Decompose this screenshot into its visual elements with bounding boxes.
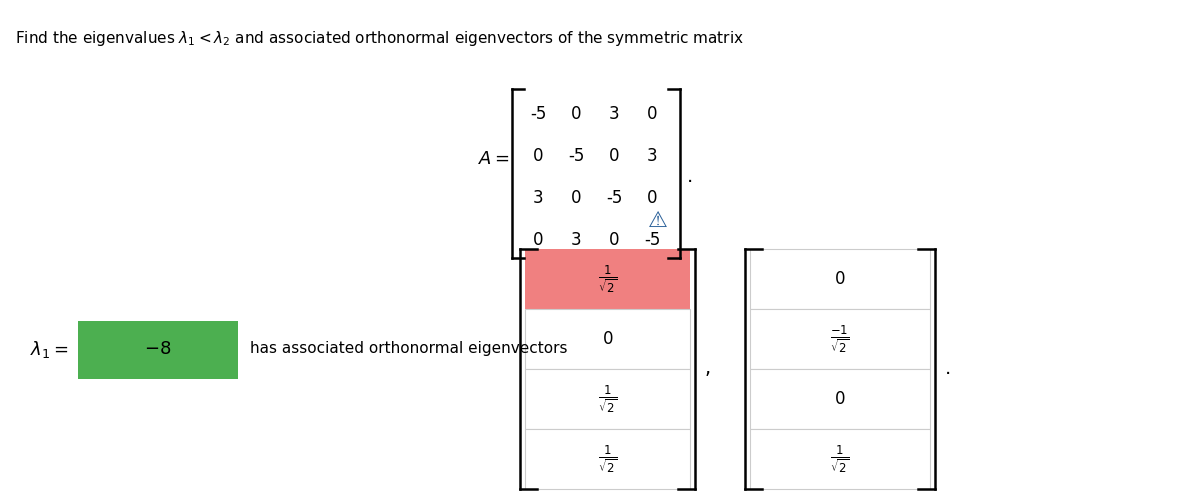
Text: $\lambda_1 =$: $\lambda_1 =$: [30, 339, 68, 359]
Text: $\frac{-1}{\sqrt{2}}$: $\frac{-1}{\sqrt{2}}$: [830, 324, 850, 355]
Text: 0: 0: [571, 105, 581, 123]
Text: 0: 0: [647, 189, 658, 207]
FancyBboxPatch shape: [750, 309, 930, 369]
Text: 3: 3: [571, 231, 581, 249]
Text: .: .: [946, 359, 952, 379]
FancyBboxPatch shape: [78, 321, 238, 379]
Text: $0$: $0$: [834, 390, 846, 408]
FancyBboxPatch shape: [750, 249, 930, 309]
FancyBboxPatch shape: [750, 369, 930, 429]
Text: 3: 3: [647, 147, 658, 165]
FancyBboxPatch shape: [526, 309, 690, 369]
Text: 0: 0: [533, 147, 544, 165]
Text: 3: 3: [608, 105, 619, 123]
Text: $\frac{1}{\sqrt{2}}$: $\frac{1}{\sqrt{2}}$: [598, 444, 617, 475]
Text: 3: 3: [533, 189, 544, 207]
Text: $0$: $0$: [601, 330, 613, 348]
Text: 0: 0: [608, 147, 619, 165]
Text: $-8$: $-8$: [144, 340, 172, 358]
Text: -5: -5: [568, 147, 584, 165]
Text: $\frac{1}{\sqrt{2}}$: $\frac{1}{\sqrt{2}}$: [598, 263, 617, 295]
Text: ⚠: ⚠: [648, 211, 667, 231]
Text: 0: 0: [571, 189, 581, 207]
Text: $A=$: $A=$: [478, 150, 510, 168]
Text: Find the eigenvalues $\lambda_1 < \lambda_2$ and associated orthonormal eigenvec: Find the eigenvalues $\lambda_1 < \lambd…: [14, 29, 744, 48]
FancyBboxPatch shape: [526, 429, 690, 489]
Text: 0: 0: [647, 105, 658, 123]
Text: -5: -5: [606, 189, 622, 207]
Text: 0: 0: [533, 231, 544, 249]
FancyBboxPatch shape: [750, 429, 930, 489]
FancyBboxPatch shape: [526, 249, 690, 309]
Text: -5: -5: [530, 105, 546, 123]
Text: has associated orthonormal eigenvectors: has associated orthonormal eigenvectors: [250, 342, 568, 356]
Text: .: .: [688, 167, 694, 186]
Text: 0: 0: [608, 231, 619, 249]
Text: $\frac{1}{\sqrt{2}}$: $\frac{1}{\sqrt{2}}$: [598, 384, 617, 415]
Text: $\frac{1}{\sqrt{2}}$: $\frac{1}{\sqrt{2}}$: [830, 444, 850, 475]
Text: -5: -5: [644, 231, 660, 249]
Text: $0$: $0$: [834, 270, 846, 288]
FancyBboxPatch shape: [526, 369, 690, 429]
Text: ,: ,: [706, 359, 712, 379]
